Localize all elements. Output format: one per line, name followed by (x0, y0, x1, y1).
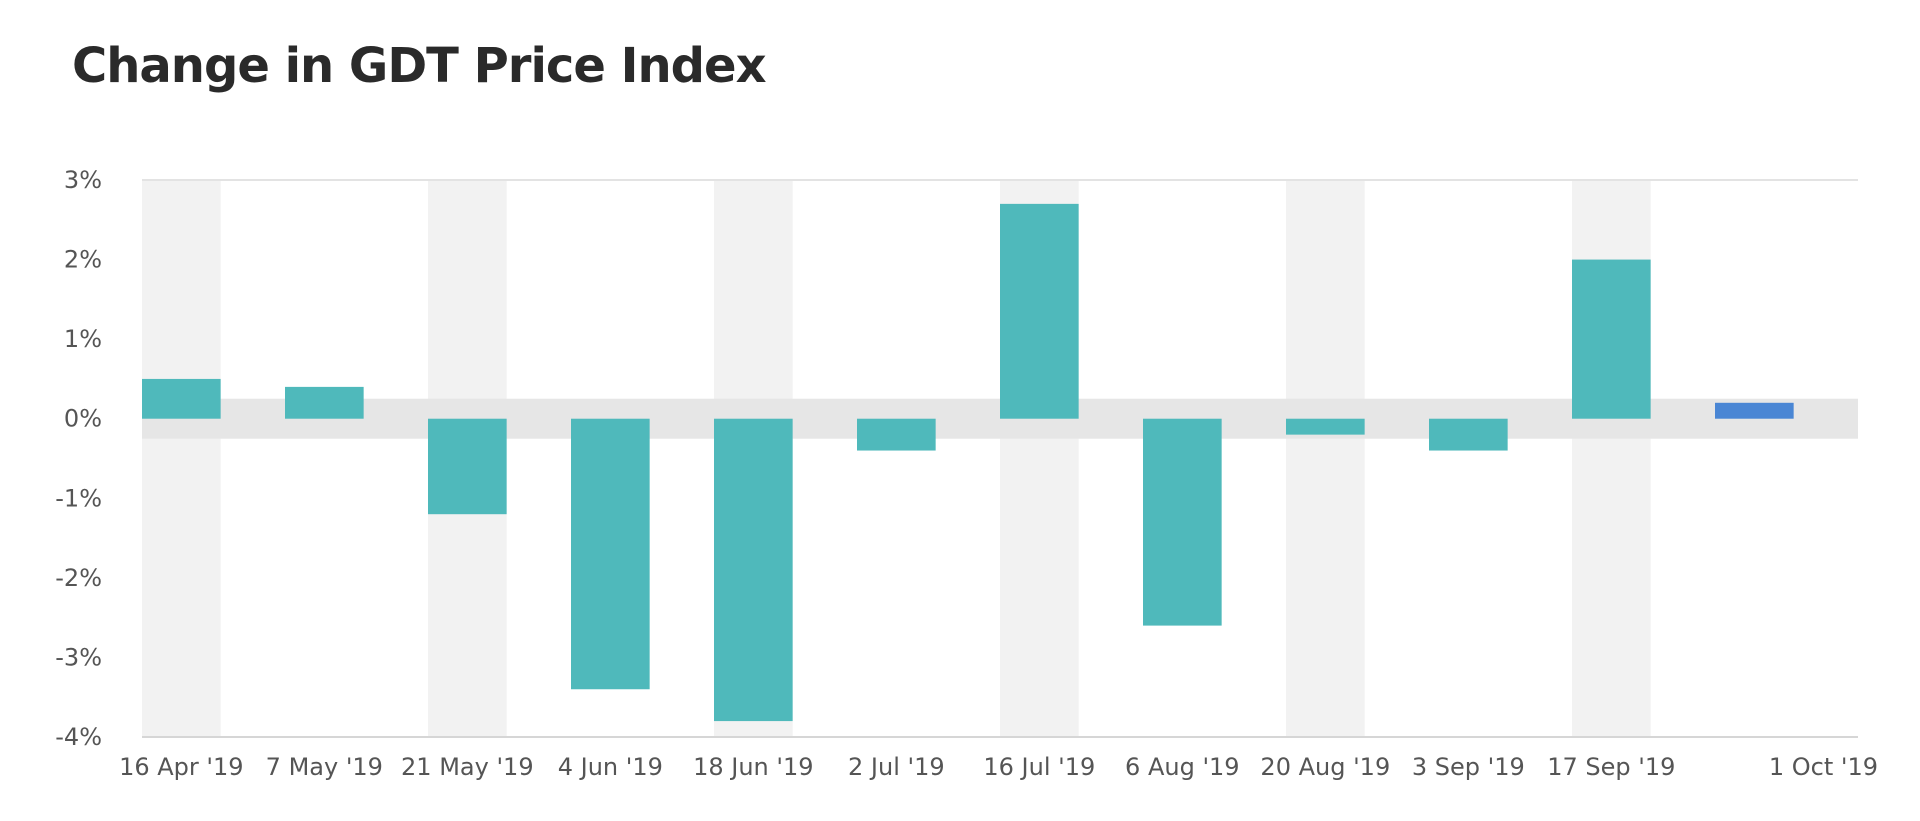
y-tick-label: 0% (64, 405, 102, 433)
column-band (1286, 180, 1365, 737)
bar (142, 378, 221, 419)
y-tick-label: 3% (64, 166, 102, 194)
column-bands (142, 180, 1651, 737)
x-tick-label: 6 Aug '19 (1125, 753, 1240, 781)
x-tick-label: 18 Jun '19 (693, 753, 813, 781)
x-tick-label: 16 Apr '19 (119, 753, 243, 781)
bar (1143, 418, 1222, 626)
y-tick-label: 2% (64, 246, 102, 274)
x-axis-labels: 16 Apr '19 7 May '19 21 May '19 4 Jun '19 18… (119, 753, 1878, 781)
x-tick-label: 20 Aug '19 (1260, 753, 1390, 781)
y-tick-label: -2% (55, 564, 102, 592)
bar (428, 418, 507, 515)
bar (1286, 418, 1365, 435)
x-tick-label: 1 Oct '19 (1769, 753, 1878, 781)
y-tick-label: -4% (55, 723, 102, 751)
x-tick-label: 16 Jul '19 (983, 753, 1095, 781)
x-tick-label: 3 Sep '19 (1412, 753, 1525, 781)
y-tick-label: -1% (55, 484, 102, 512)
x-tick-label: 2 Jul '19 (848, 753, 945, 781)
bar (1715, 402, 1794, 419)
y-tick-label: 1% (64, 325, 102, 353)
x-tick-label: 17 Sep '19 (1547, 753, 1675, 781)
bar (857, 418, 936, 451)
x-tick-label: 7 May '19 (266, 753, 383, 781)
x-tick-label: 4 Jun '19 (558, 753, 663, 781)
bar (571, 418, 650, 690)
bar (1429, 418, 1508, 451)
bar (1000, 203, 1079, 419)
x-tick-label: 21 May '19 (401, 753, 534, 781)
bar (714, 418, 793, 722)
chart-title: Change in GDT Price Index (72, 38, 767, 94)
bar (285, 386, 364, 419)
y-tick-label: -3% (55, 643, 102, 671)
bar (1572, 259, 1651, 419)
column-band (142, 180, 221, 737)
y-axis-labels: 3% 2% 1% 0% -1% -2% -3% -4% (55, 166, 102, 751)
bars (142, 203, 1794, 722)
